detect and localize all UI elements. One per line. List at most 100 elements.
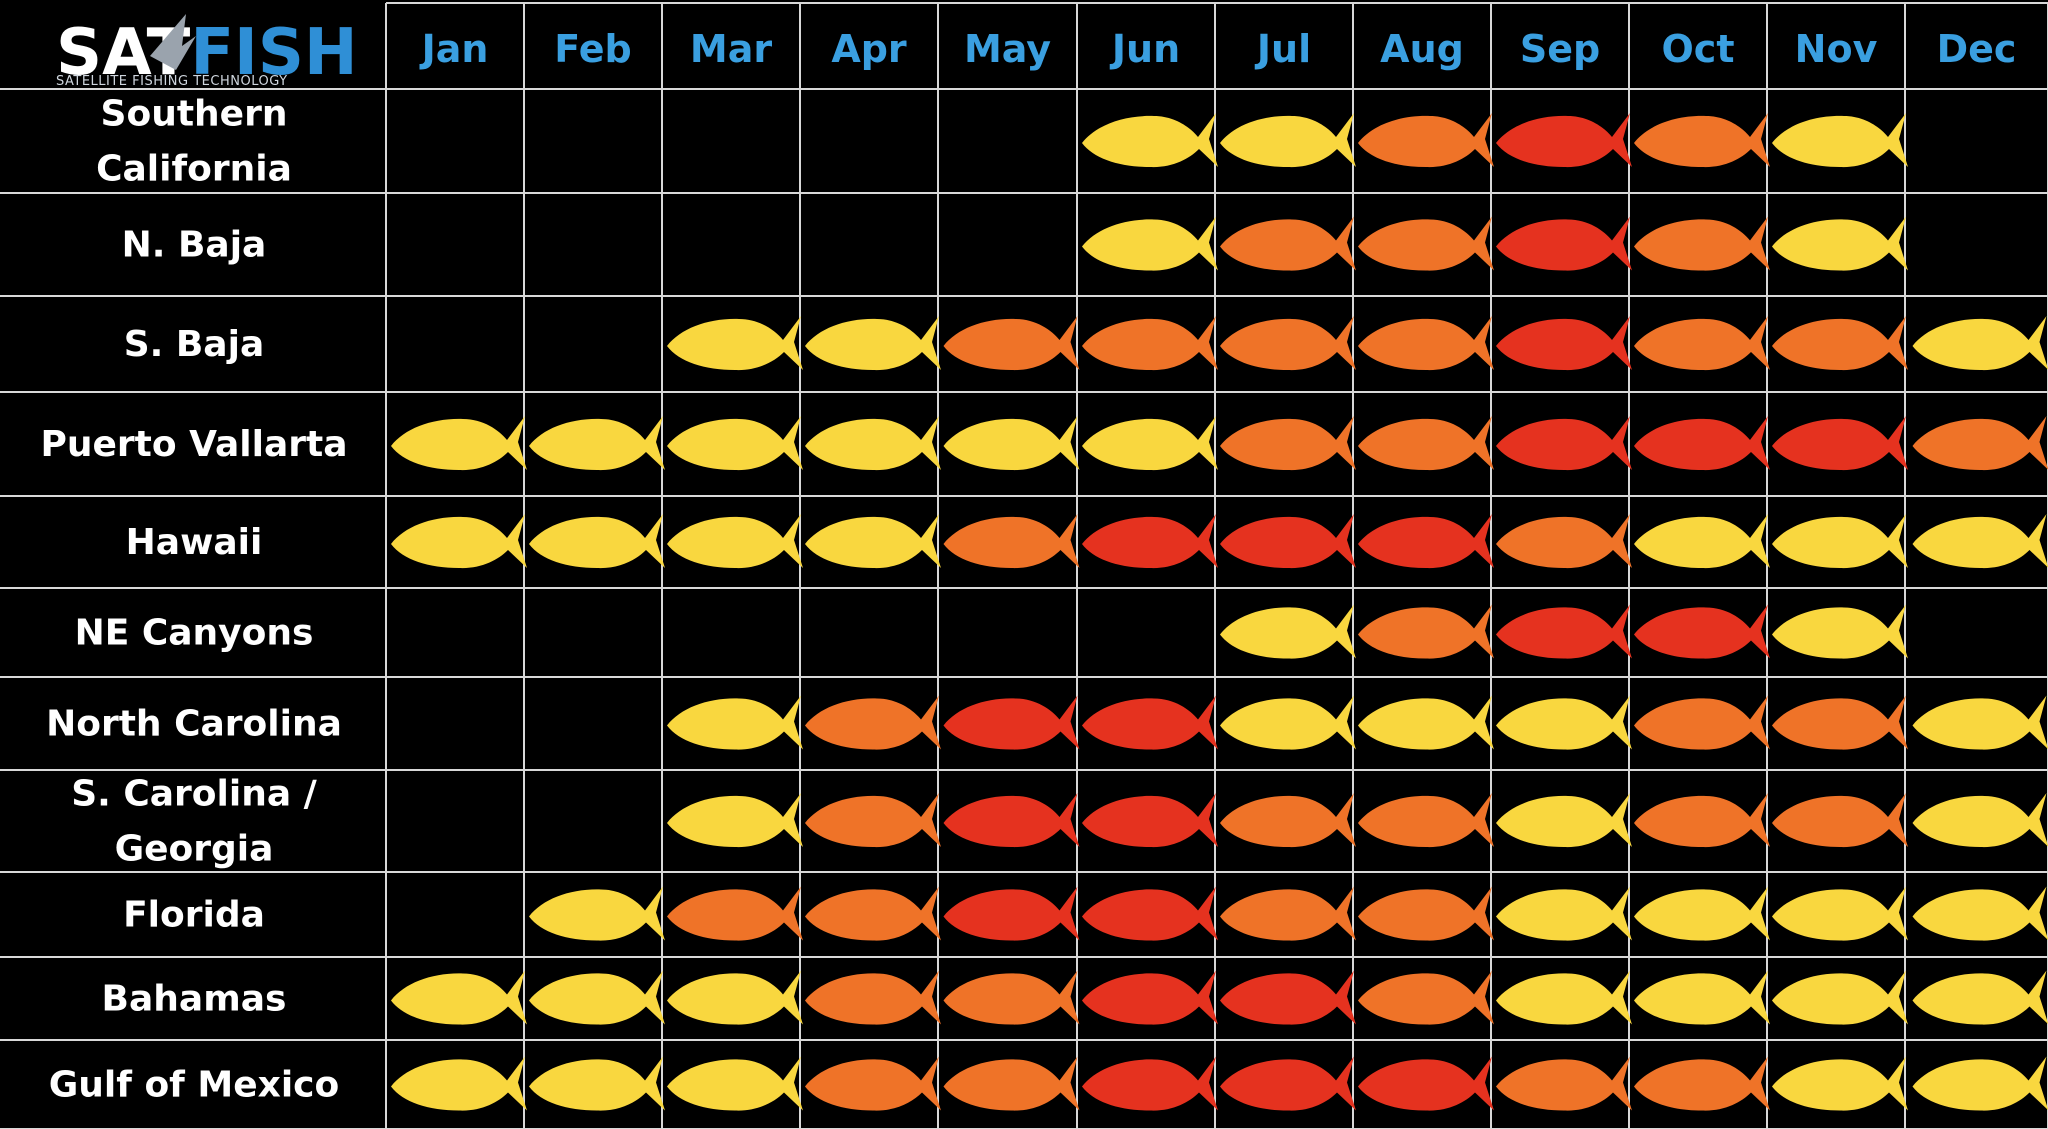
month-label-jul: Jul [1254,27,1311,71]
fish-icon [1358,695,1494,750]
logo-fish-text: FISH [190,16,357,90]
month-label-may: May [964,27,1051,71]
fish-icon [1496,514,1632,569]
fish-icon [1358,886,1494,941]
logo-swoosh-icon [150,14,196,70]
fish-icon [1496,604,1632,659]
fish-icon [1082,514,1218,569]
fish-icon [391,1056,527,1111]
fish-icon [1358,216,1494,271]
fish-icon [1220,316,1356,371]
fish-icon [1220,113,1356,168]
region-label: Southern [101,94,288,135]
fish-icon [1912,695,2048,750]
month-label-dec: Dec [1937,27,2017,71]
fish-icon [529,416,665,471]
region-label: Bahamas [102,979,287,1020]
fish-icon [1082,216,1218,271]
fish-icon [1220,886,1356,941]
fish-icon [1634,216,1770,271]
fish-icon [667,514,803,569]
fish-icon [1496,113,1632,168]
region-label: North Carolina [46,704,342,745]
fish-icon [1634,886,1770,941]
fish-icon [1082,793,1218,848]
fish-icon [1772,1056,1908,1111]
fish-icon [1912,793,2048,848]
fish-icon [943,416,1080,471]
fish-icon [529,514,665,569]
fish-icon [805,416,941,471]
fish-icon [1496,1056,1632,1111]
fish-icon [667,416,803,471]
fish-icon [1358,1056,1494,1111]
fish-icon [943,1056,1080,1111]
fish-icon [1634,970,1770,1025]
fish-icon [529,1056,665,1111]
fish-icon [1912,316,2048,371]
month-label-sep: Sep [1520,27,1600,71]
fish-icon [1496,970,1632,1025]
fish-icon [529,886,665,941]
fish-icon [1634,416,1770,471]
fish-icon [1772,793,1908,848]
month-label-aug: Aug [1380,27,1464,71]
fish-icon [943,316,1080,371]
region-label: Puerto Vallarta [40,424,347,465]
fish-icon [1772,416,1908,471]
month-label-jan: Jan [419,27,489,71]
fish-icon [1772,216,1908,271]
fish-icon [1220,695,1356,750]
fish-icon [943,970,1080,1025]
region-label: N. Baja [122,225,267,266]
fish-icon [1496,316,1632,371]
month-header: Jan Feb Mar Apr May Jun Jul Aug Sep Oct Nov Dec [419,27,2017,71]
region-label: Florida [123,895,265,936]
fish-icon [1358,416,1494,471]
fish-icon [1772,113,1908,168]
fish-icon [529,970,665,1025]
fish-icon [1082,1056,1218,1111]
fish-icon [805,316,941,371]
month-label-feb: Feb [554,27,631,71]
fish-icon [1220,970,1356,1025]
region-label: California [96,149,292,190]
fish-icon [805,1056,941,1111]
fish-icon [1634,604,1770,659]
fish-icon [667,316,803,371]
region-label: NE Canyons [75,613,314,654]
fish-icon [1634,113,1770,168]
fish-icon [1772,604,1908,659]
month-label-mar: Mar [690,27,772,71]
fish-icon [1220,1056,1356,1111]
month-label-nov: Nov [1795,27,1878,71]
fish-icon [1220,216,1356,271]
fish-icon [1358,113,1494,168]
fish-icon [1082,695,1218,750]
region-label: S. Baja [124,324,265,365]
fish-icon [1358,970,1494,1025]
fish-icon [1912,1056,2048,1111]
region-label: Gulf of Mexico [49,1065,340,1106]
fish-icon [1634,793,1770,848]
month-label-oct: Oct [1662,27,1735,71]
fish-icon [1772,695,1908,750]
fish-icon [1912,970,2048,1025]
fish-icon [1220,793,1356,848]
fish-icon [1358,604,1494,659]
fish-icon [1496,886,1632,941]
fish-icon [1358,793,1494,848]
fish-icon [667,695,803,750]
fish-icon [943,514,1080,569]
fish-icon [1082,416,1218,471]
fish-icon [805,695,941,750]
fish-icon [1912,514,2048,569]
fish-icon [391,970,527,1025]
fish-icon [1912,416,2048,471]
fish-icon [943,886,1080,941]
fish-icon [1772,316,1908,371]
fish-markers [391,113,2048,1111]
fish-icon [1082,970,1218,1025]
